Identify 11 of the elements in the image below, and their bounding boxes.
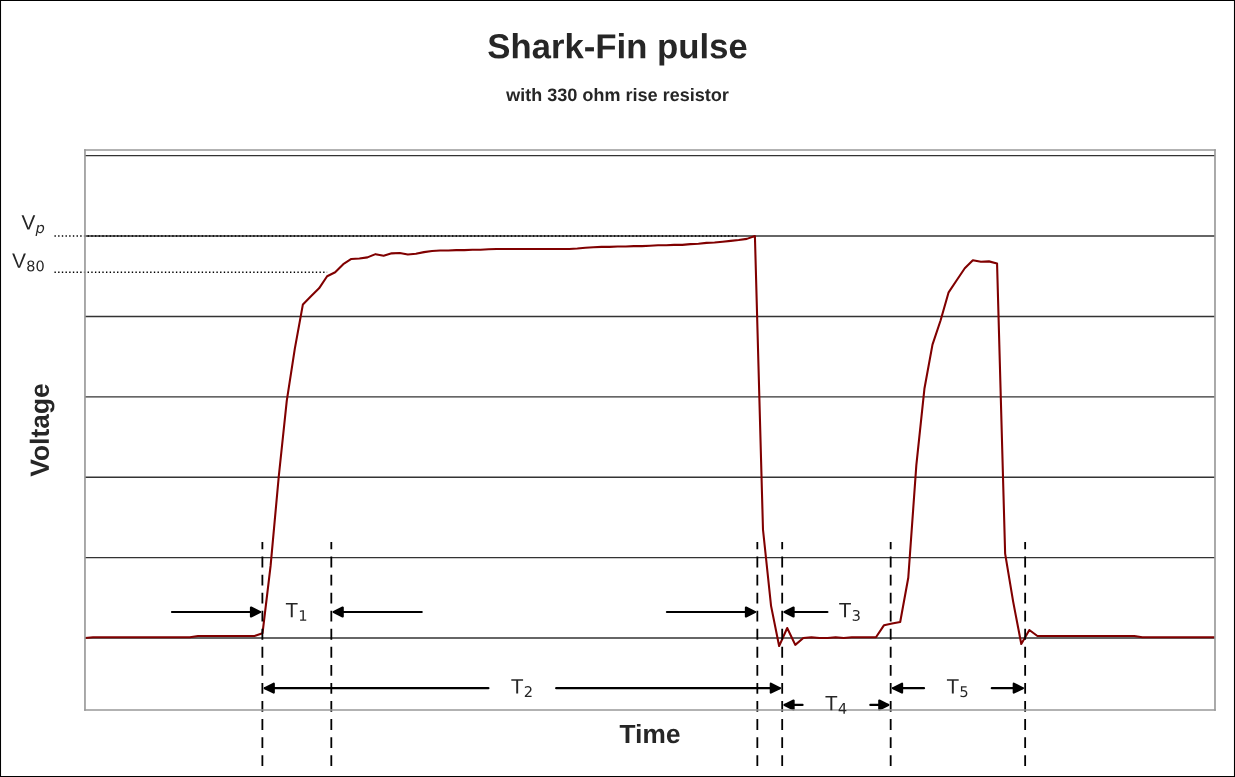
x-axis-title: Time (619, 723, 680, 744)
annotation: T$_{3}$ (839, 603, 860, 621)
text: T$_{2}$ (511, 679, 532, 697)
chart-title: Shark-Fin pulse (488, 33, 747, 66)
text: T$_{5}$ (946, 679, 968, 698)
ref-line-label: V$_{p}$ (21, 215, 45, 237)
ref-line-label: V$_{80}$ (12, 253, 44, 272)
annotation: T$_{1}$ (285, 603, 307, 621)
y-axis-title: Voltage (29, 384, 55, 477)
text: T$_{4}$ (825, 695, 847, 714)
chart-subtitle: with 330 ohm rise resistor (506, 87, 729, 102)
